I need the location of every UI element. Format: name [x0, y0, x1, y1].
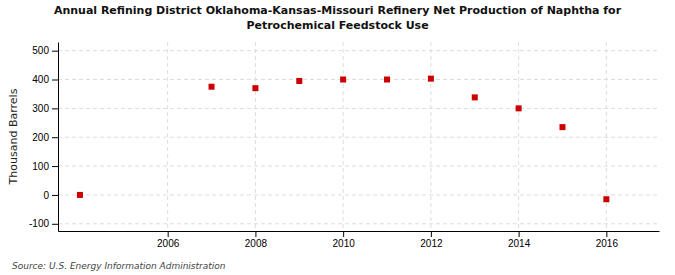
title-line: Annual Refining District Oklahoma-Kansas…: [54, 4, 622, 17]
point: [428, 76, 434, 82]
x-axis: 2006 2008 2010 2012 2014 2016: [59, 231, 660, 249]
point: [296, 78, 302, 84]
point: [603, 196, 609, 202]
y-axis-tick: 200: [32, 132, 58, 143]
y-axis-title: Thousand Barrels: [7, 88, 20, 185]
y-grid-line: [58, 137, 659, 138]
x-axis-tick-mark: [343, 231, 344, 237]
x-grid-line: [606, 42, 607, 231]
y-axis-tick-label: 300: [32, 103, 49, 114]
x-grid-line: [255, 42, 256, 231]
x-axis-tick: 2012: [420, 231, 443, 249]
annotation: Source: U.S. Energy Information Administ…: [12, 261, 226, 271]
x-axis-tick-label: 2010: [333, 238, 356, 249]
point: [472, 94, 478, 100]
y-axis-line: [58, 43, 59, 232]
title-line: Petrochemical Feedstock Use: [246, 19, 428, 32]
point: [384, 77, 390, 83]
y-grid-line: [58, 79, 659, 80]
x-grid-line: [167, 42, 168, 231]
y-axis-tick-mark: [52, 51, 58, 52]
x-axis-tick-label: 2008: [245, 238, 268, 249]
y-axis-tick: 300: [32, 103, 58, 114]
y-axis-tick-label: 400: [32, 74, 49, 85]
y-axis-tick: 0: [43, 190, 58, 201]
y-grid-line: [58, 50, 659, 51]
y-axis-tick-mark: [52, 80, 58, 81]
y-axis-tick-mark: [52, 195, 58, 196]
x-grid-line: [343, 42, 344, 231]
x-axis-tick-mark: [255, 231, 256, 237]
point: [559, 124, 565, 130]
x-axis-tick: 2006: [157, 231, 180, 249]
point: [77, 192, 83, 198]
chart: 2006 2008 2010 2012 2014 2016 -100 0 100 200 300 40…: [0, 0, 675, 275]
points: [77, 76, 609, 203]
y-axis-tick-label: -100: [29, 218, 49, 229]
point: [516, 105, 522, 111]
x-axis-tick-mark: [606, 231, 607, 237]
y-axis-tick: 500: [32, 45, 58, 56]
plot-area: 2006 2008 2010 2012 2014 2016 -100 0 100 200 300 40…: [29, 42, 660, 249]
x-axis-tick-mark: [168, 231, 169, 237]
x-axis-tick: 2014: [508, 231, 531, 249]
x-axis-tick-label: 2014: [508, 238, 531, 249]
y-axis: -100 0 100 200 300 400 500: [29, 43, 59, 232]
y-axis-tick-mark: [52, 224, 58, 225]
grid: [58, 42, 659, 231]
y-axis-tick-label: 500: [32, 45, 49, 56]
point: [340, 77, 346, 83]
x-axis-tick: 2016: [596, 231, 619, 249]
y-axis-tick-label: 200: [32, 132, 49, 143]
x-axis-tick-label: 2006: [157, 238, 180, 249]
y-grid-line: [58, 223, 659, 224]
y-axis-tick-label: 0: [43, 190, 49, 201]
point: [252, 85, 258, 91]
y-axis-tick-mark: [52, 166, 58, 167]
y-axis-tick-mark: [52, 137, 58, 138]
y-grid-line: [58, 108, 659, 109]
x-axis-tick: 2008: [245, 231, 268, 249]
y-grid-line: [58, 194, 659, 195]
x-axis-tick-label: 2016: [596, 238, 619, 249]
x-axis-tick-mark: [431, 231, 432, 237]
y-axis-tick: -100: [29, 218, 58, 229]
x-axis-tick-label: 2012: [420, 238, 443, 249]
x-axis-tick: 2010: [333, 231, 356, 249]
y-axis-tick: 400: [32, 74, 58, 85]
x-grid-line: [518, 42, 519, 231]
x-grid-line: [430, 42, 431, 231]
y-grid-line: [58, 166, 659, 167]
y-axis-tick-label: 100: [32, 161, 49, 172]
x-axis-tick-mark: [519, 231, 520, 237]
y-axis-tick: 100: [32, 161, 58, 172]
y-axis-tick-mark: [52, 108, 58, 109]
x-axis-line: [59, 231, 660, 232]
title: Annual Refining District Oklahoma-Kansas…: [54, 4, 622, 32]
point: [209, 84, 215, 90]
